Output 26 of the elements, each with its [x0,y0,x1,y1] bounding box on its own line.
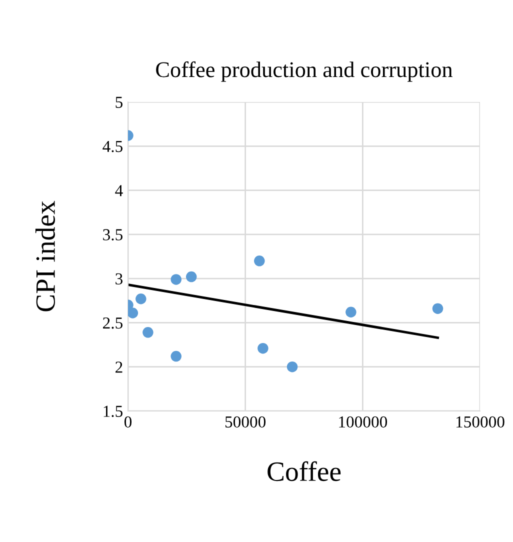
x-tick-label: 150000 [456,416,504,428]
x-tick-label: 100000 [339,416,388,428]
chart-title: Coffee production and corruption [156,61,452,82]
point [170,274,182,285]
point [346,306,356,318]
point [186,271,197,282]
x-tick-label: 0 [124,416,132,428]
x-tick-label: 50000 [225,416,266,428]
point [254,256,265,266]
point [142,327,154,338]
y-tick-label: 3.5 [103,229,122,240]
point [136,294,146,304]
y-tick-label: 2.5 [103,317,122,329]
point [432,303,444,314]
y-tick-label: 4.5 [102,140,122,152]
point [286,361,298,372]
y-tick-label: 5 [116,96,122,108]
x-axis-title: Coffee [268,461,341,482]
point [128,308,138,318]
y-tick-label: 4 [115,185,123,196]
y-tick-label: 3 [116,273,122,285]
point [258,342,268,354]
y-tick-label: 2 [116,362,122,373]
point [170,350,182,362]
y-tick-label: 1.5 [104,406,122,418]
y-axis-title: CPI index [35,200,55,312]
